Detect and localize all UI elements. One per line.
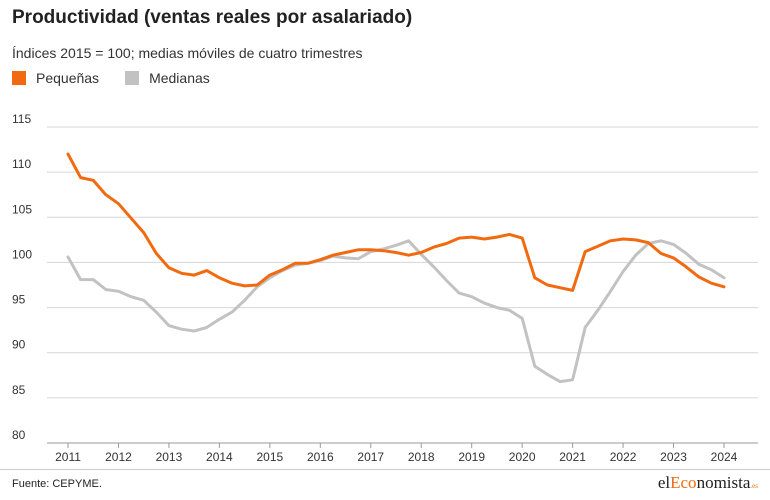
x-tick-label: 2013: [156, 450, 183, 464]
x-tick-label: 2022: [610, 450, 637, 464]
chart-subtitle: Índices 2015 = 100; medias móviles de cu…: [12, 45, 363, 61]
legend: Pequeñas Medianas: [12, 70, 236, 86]
legend-item-pequenas: Pequeñas: [12, 70, 99, 86]
x-tick-label: 2011: [55, 450, 81, 464]
y-tick-label: 100: [12, 247, 32, 261]
legend-swatch-pequenas: [12, 71, 26, 85]
y-tick-label: 105: [12, 202, 32, 216]
y-tick-label: 115: [12, 112, 31, 126]
source-note: Fuente: CEPYME.: [12, 478, 102, 490]
y-tick-label: 95: [12, 293, 26, 307]
legend-swatch-medianas: [125, 71, 140, 85]
line-chart: 80 85 90 95 100 105 110 115 2011 2012 2013 2014 2015…: [12, 112, 758, 464]
y-tick-label: 90: [12, 338, 26, 352]
y-tick-label: 85: [12, 383, 26, 397]
legend-item-medianas: Medianas: [125, 70, 210, 86]
x-tick-label: 2019: [458, 450, 485, 464]
x-tick-label: 2020: [509, 450, 536, 464]
publisher-logo: elEconomista.es: [658, 473, 758, 493]
y-tick-label: 80: [12, 428, 26, 442]
footer-divider: [0, 469, 770, 470]
x-tick-label: 2018: [408, 450, 435, 464]
chart-title: Productividad (ventas reales por asalari…: [12, 7, 413, 28]
logo-prefix: el: [657, 473, 671, 492]
x-tick-label: 2017: [357, 450, 384, 464]
logo-suffix: nomista: [696, 473, 751, 492]
logo-tld: .es: [750, 482, 758, 490]
legend-label-medianas: Medianas: [149, 70, 210, 86]
logo-accent: Eco: [670, 473, 697, 492]
x-tick-label: 2023: [660, 450, 687, 464]
series-line-pequenas: [66, 152, 726, 292]
series-line-medianas: [66, 239, 726, 384]
x-tick-label: 2015: [256, 450, 283, 464]
x-tick-label: 2014: [206, 450, 233, 464]
x-tick-label: 2024: [711, 450, 738, 464]
x-tick-label: 2016: [307, 450, 334, 464]
x-tick-label: 2012: [105, 450, 132, 464]
x-tick-label: 2021: [559, 450, 586, 464]
legend-label-pequenas: Pequeñas: [36, 70, 100, 86]
y-tick-label: 110: [12, 157, 31, 171]
